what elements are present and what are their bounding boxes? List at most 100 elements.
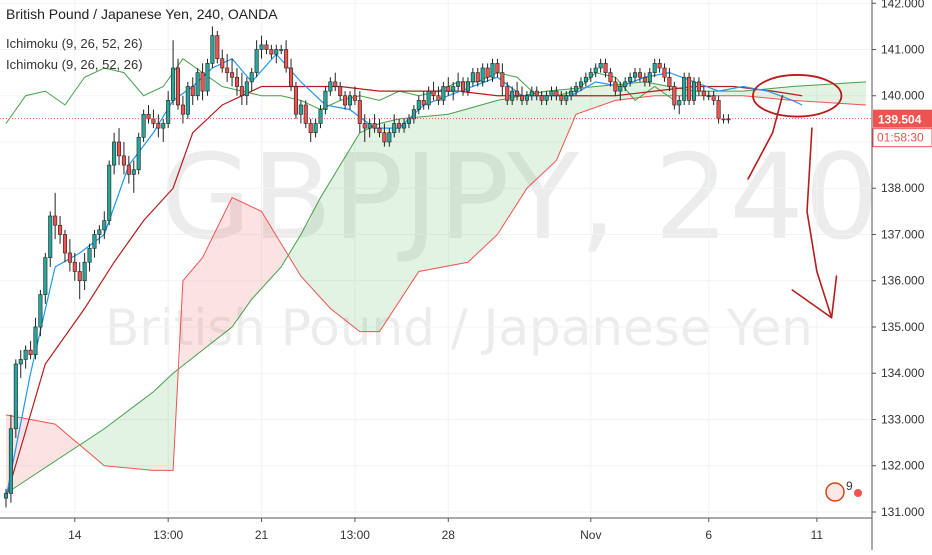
candle-body bbox=[274, 49, 279, 55]
candle-body bbox=[569, 90, 574, 97]
candle-body bbox=[411, 109, 416, 120]
candle-body bbox=[72, 261, 77, 272]
candle-body bbox=[112, 141, 117, 166]
candle-body bbox=[8, 428, 13, 494]
candle-body bbox=[171, 67, 176, 101]
x-tick-label: 28 bbox=[442, 528, 456, 542]
candle-body bbox=[465, 81, 470, 92]
y-tick-label: 132.000 bbox=[881, 459, 925, 473]
candle-body bbox=[347, 95, 353, 106]
candle-body bbox=[524, 95, 529, 101]
candle-body bbox=[421, 100, 426, 106]
candle-body bbox=[647, 72, 652, 83]
candle-body bbox=[623, 81, 628, 87]
candle-body bbox=[574, 86, 579, 92]
candle-body bbox=[18, 359, 23, 365]
candle-body bbox=[416, 100, 421, 110]
candle-body bbox=[48, 215, 53, 258]
x-tick-label: Nov bbox=[580, 528, 601, 542]
candle-body bbox=[180, 104, 185, 115]
candle-body bbox=[269, 49, 274, 55]
candle-body bbox=[559, 95, 564, 101]
y-tick-label: 142.000 bbox=[881, 0, 925, 10]
candle-body bbox=[289, 67, 294, 87]
candle-body bbox=[372, 123, 377, 129]
candle-body bbox=[151, 118, 156, 124]
candle-body bbox=[603, 63, 608, 73]
candle-body bbox=[564, 95, 569, 101]
candle-body bbox=[667, 76, 672, 87]
candle-body bbox=[377, 127, 382, 134]
candle-body bbox=[87, 248, 92, 263]
candle-body bbox=[239, 86, 244, 97]
footer-badge-group: 9 bbox=[825, 479, 862, 502]
time-axis-bg bbox=[0, 518, 932, 550]
candle-body bbox=[28, 349, 33, 356]
candle-body bbox=[613, 81, 618, 92]
candle-body bbox=[244, 81, 249, 97]
candle-body bbox=[97, 229, 102, 235]
candle-body bbox=[195, 72, 200, 97]
candle-body bbox=[701, 90, 706, 97]
x-tick-label: 14 bbox=[68, 528, 82, 542]
chart-title: British Pound / Japanese Yen, 240, OANDA bbox=[6, 6, 278, 22]
candle-body bbox=[495, 63, 500, 73]
cloud-bullish-area bbox=[288, 81, 867, 332]
candle-body bbox=[234, 76, 239, 87]
candle-body bbox=[505, 86, 510, 101]
candle-body bbox=[293, 86, 298, 115]
candle-body bbox=[510, 90, 515, 101]
y-tick-label: 136.000 bbox=[881, 274, 925, 288]
indicator-label-2[interactable]: Ichimoku (9, 26, 52, 26) bbox=[6, 57, 143, 72]
candle-body bbox=[33, 326, 38, 356]
candle-body bbox=[687, 76, 692, 101]
last-price-badge[interactable] bbox=[873, 109, 932, 128]
candle-body bbox=[328, 81, 333, 92]
candle-body bbox=[426, 90, 431, 106]
candle-body bbox=[13, 363, 18, 430]
candle-body bbox=[529, 90, 534, 97]
candle-body bbox=[298, 104, 303, 115]
candle-body bbox=[657, 63, 662, 69]
candle-body bbox=[362, 123, 367, 129]
flag-icon[interactable] bbox=[825, 482, 845, 502]
annotation-stroke bbox=[747, 94, 784, 180]
candle-body bbox=[313, 123, 318, 134]
candle-body bbox=[82, 261, 87, 282]
cloud-bearish-area bbox=[180, 197, 287, 368]
candle-body bbox=[43, 257, 48, 295]
watermark-symbol: GBPJPY, 240 bbox=[160, 128, 879, 266]
candle-body bbox=[249, 72, 254, 83]
candle-body bbox=[67, 252, 72, 263]
candle-body bbox=[456, 81, 461, 87]
candle-body bbox=[225, 67, 230, 73]
candle-body bbox=[633, 72, 638, 78]
indicator-label-1[interactable]: Ichimoku (9, 26, 52, 26) bbox=[6, 36, 143, 51]
candle-body bbox=[367, 123, 372, 129]
candle-body bbox=[58, 224, 63, 235]
candle-body bbox=[441, 86, 446, 101]
candle-body bbox=[451, 86, 456, 92]
candle-body bbox=[583, 76, 588, 83]
candle-body bbox=[387, 132, 392, 143]
event-dot-icon[interactable] bbox=[854, 489, 862, 497]
x-tick-label: 6 bbox=[705, 528, 712, 542]
candle-body bbox=[161, 123, 166, 129]
annotation-circle bbox=[752, 74, 843, 118]
candle-body bbox=[126, 164, 131, 175]
candle-body bbox=[131, 169, 136, 175]
candle-body bbox=[672, 86, 677, 106]
candle-body bbox=[485, 67, 490, 78]
annotations bbox=[747, 74, 843, 319]
candle-body bbox=[62, 234, 67, 254]
candle-body bbox=[323, 90, 328, 110]
y-tick-label: 137.000 bbox=[881, 227, 925, 241]
base-line bbox=[5, 85, 803, 499]
candle-body bbox=[357, 100, 362, 124]
candle-body bbox=[696, 81, 701, 92]
candle-body bbox=[141, 113, 146, 138]
candle-body bbox=[136, 137, 141, 171]
